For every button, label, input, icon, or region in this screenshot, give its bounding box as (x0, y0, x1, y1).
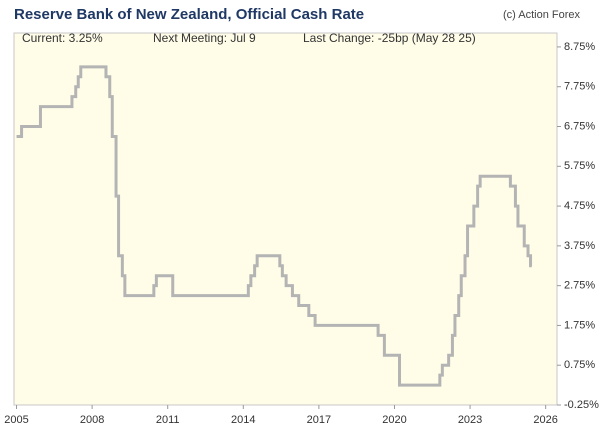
y-tick-label: 0.75% (564, 359, 595, 371)
y-tick-label: 5.75% (564, 160, 595, 172)
x-tick-label: 2020 (382, 414, 406, 426)
info-next: Next Meeting: Jul 9 (153, 31, 256, 45)
x-tick-label: 2026 (533, 414, 557, 426)
plot-area (13, 32, 558, 406)
y-tick-label: 8.75% (564, 41, 595, 53)
x-tick-label: 2008 (80, 414, 104, 426)
source: (c) Action Forex (503, 9, 581, 21)
y-tick-label: 4.75% (564, 200, 595, 212)
x-tick-label: 2005 (4, 414, 28, 426)
y-tick-label: 2.75% (564, 280, 595, 292)
x-tick-label: 2014 (231, 414, 255, 426)
x-tick-label: 2023 (458, 414, 482, 426)
info-current: Current: 3.25% (22, 31, 103, 45)
y-tick-label: 1.75% (564, 319, 595, 331)
x-tick-label: 2011 (156, 414, 180, 426)
rate-line (16, 65, 533, 387)
chart-title: Reserve Bank of New Zealand, Official Ca… (14, 6, 364, 23)
y-tick-label: 7.75% (564, 81, 595, 93)
y-tick-label: 3.75% (564, 240, 595, 252)
y-tick-label: -0.25% (564, 399, 599, 411)
info-last: Last Change: -25bp (May 28 25) (303, 31, 476, 45)
y-tick-label: 6.75% (564, 120, 595, 132)
x-tick-label: 2017 (307, 414, 331, 426)
